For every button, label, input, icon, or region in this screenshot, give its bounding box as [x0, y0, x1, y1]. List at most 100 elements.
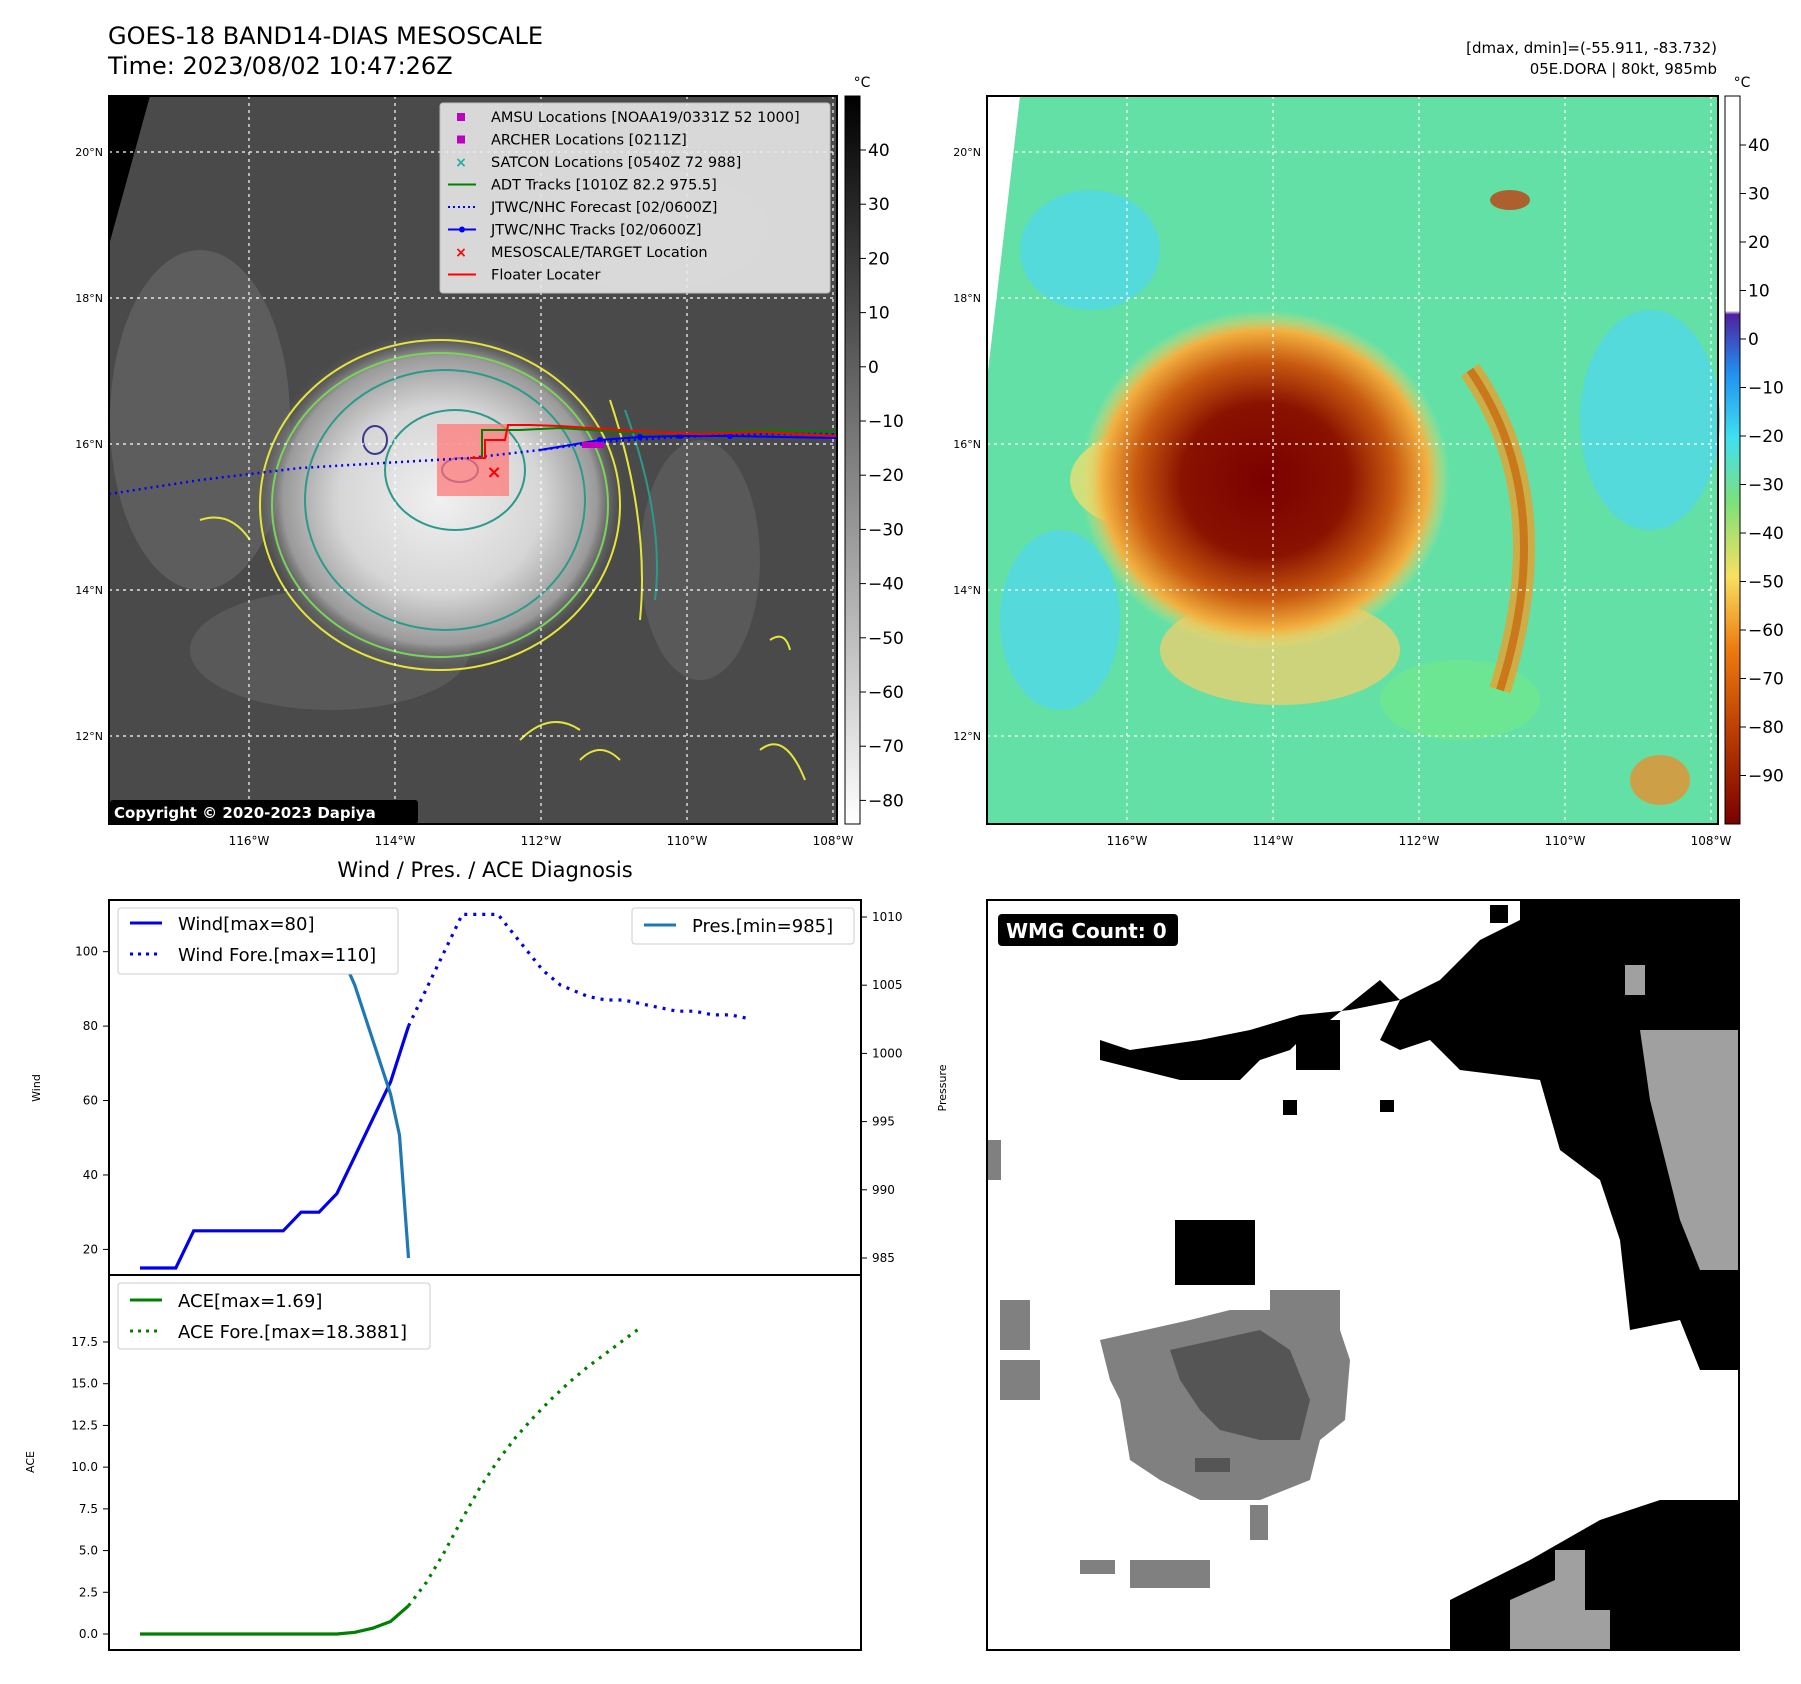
lat-label: 16°N — [953, 438, 981, 451]
copyright-text: Copyright © 2020-2023 Dapiya — [114, 804, 376, 822]
ace-tick-label: 0.0 — [79, 1627, 98, 1641]
ir-contours — [199, 339, 806, 781]
colorbar-tick-label: 10 — [868, 304, 890, 324]
colorbar-tick-label: −50 — [1748, 573, 1784, 593]
legend-item: Floater Locater — [448, 268, 600, 284]
lat-label: 14°N — [75, 584, 103, 597]
series-ace-line — [140, 1604, 410, 1636]
ace-tick-label: 17.5 — [71, 1335, 98, 1349]
series-wind-forecast-line — [407, 912, 749, 1027]
colorbar-tick-label: −20 — [868, 466, 904, 486]
pressure-tick-label: 1000 — [872, 1046, 903, 1060]
colorbar-tick-label: 40 — [1748, 136, 1770, 156]
colorbar-tick-label: 0 — [1748, 330, 1759, 350]
wind-pres-chart: 20 40 60 80 100 985 990 995 1000 1005 1010 Wind P… — [30, 899, 949, 1276]
lat-label: 18°N — [953, 292, 981, 305]
dmax-dmin-label: [dmax, dmin]=(-55.911, -83.732) — [1466, 39, 1717, 57]
colorbar-tick-label: −40 — [868, 575, 904, 595]
colorbar-tick-label: 30 — [1748, 185, 1770, 205]
ir-colorbar: °C 40 30 20 10 0 −10 −20 −30 −40 −50 −60 −70 −80 — [844, 75, 904, 825]
lon-label: 112°W — [1399, 834, 1440, 848]
wmg-dark-gray-regions — [1170, 1330, 1310, 1472]
wind-axis-label: Wind — [30, 1074, 43, 1102]
ace-tick-label: 2.5 — [79, 1585, 98, 1599]
wmg-light-gray-regions — [1510, 965, 1739, 1650]
dias-cdo — [1080, 310, 1450, 650]
legend-label: JTWC/NHC Forecast [02/0600Z] — [490, 200, 717, 216]
colorbar-tick-label: −90 — [1748, 767, 1784, 787]
ace-axis-label: ACE — [24, 1451, 37, 1473]
colorbar-tick-label: −20 — [1748, 427, 1784, 447]
colorbar-tick-label: −80 — [868, 791, 904, 811]
legend-label: MESOSCALE/TARGET Location — [491, 245, 708, 261]
figure-time: Time: 2023/08/02 10:47:26Z — [107, 52, 453, 80]
figure-title: GOES-18 BAND14-DIAS MESOSCALE — [108, 22, 543, 50]
legend-ace: ACE[max=1.69] — [178, 1291, 322, 1312]
ir-colorbar-unit: °C — [854, 75, 871, 91]
diagnosis-title: Wind / Pres. / ACE Diagnosis — [337, 858, 632, 882]
colorbar-tick-label: −10 — [868, 412, 904, 432]
legend-dot-marker — [459, 226, 465, 233]
ir-map-legend: AMSU Locations [NOAA19/0331Z 52 1000] ARC… — [439, 102, 831, 294]
lat-label: 20°N — [953, 146, 981, 159]
legend-label: AMSU Locations [NOAA19/0331Z 52 1000] — [491, 110, 800, 126]
dias-colorbar: °C 40 30 20 10 0 −10 −20 −30 −40 −50 −60 −70 −80 −90 — [1724, 75, 1784, 825]
legend-x-marker: × — [455, 245, 467, 261]
lat-label: 16°N — [75, 438, 103, 451]
ir-map-lat-labels: 20°N 18°N 16°N 14°N 12°N — [75, 146, 103, 743]
ir-map-frame — [108, 95, 838, 825]
lat-label: 18°N — [75, 292, 103, 305]
colorbar-tick-label: −10 — [1748, 379, 1784, 399]
lon-label: 114°W — [1253, 834, 1294, 848]
lon-label: 114°W — [375, 834, 416, 848]
legend-item: AMSU Locations [NOAA19/0331Z 52 1000] — [457, 110, 800, 126]
wmg-black-regions — [1100, 900, 1739, 1650]
wind-tick-label: 60 — [83, 1094, 98, 1108]
lon-label: 116°W — [1107, 834, 1148, 848]
wmg-frame — [986, 899, 1740, 1651]
lat-label: 20°N — [75, 146, 103, 159]
pressure-axis-ticks: 985 990 995 1000 1005 1010 — [861, 910, 903, 1265]
pressure-tick-label: 995 — [872, 1115, 895, 1129]
lat-label: 12°N — [75, 730, 103, 743]
ir-map-lon-labels: 116°W 114°W 112°W 110°W 108°W — [229, 834, 854, 848]
floater-locater-track — [470, 424, 838, 459]
pressure-legend: Pres.[min=985] — [631, 907, 855, 945]
colorbar-tick-label: 20 — [1748, 233, 1770, 253]
wind-tick-label: 40 — [83, 1168, 98, 1182]
ace-tick-label: 15.0 — [71, 1377, 98, 1391]
ace-tick-label: 10.0 — [71, 1460, 98, 1474]
ir-map-panel: × AMSU Locations [NOAA19/0331Z 52 1000]A… — [75, 95, 854, 848]
pressure-tick-label: 990 — [872, 1183, 895, 1197]
dias-colorbar-unit: °C — [1734, 75, 1751, 91]
legend-item: ARCHER Locations [0211Z] — [457, 133, 687, 149]
dias-map-panel: 20°N 18°N 16°N 14°N 12°N 116°W 114°W 112°W 110°… — [953, 95, 1732, 848]
legend-item: JTWC/NHC Tracks [02/0600Z] — [448, 223, 702, 239]
lon-label: 116°W — [229, 834, 270, 848]
wmg-count-label: WMG Count: 0 — [1006, 919, 1167, 943]
wmg-count-box — [998, 914, 1178, 946]
wind-tick-label: 20 — [83, 1242, 98, 1256]
ir-cdo — [255, 330, 625, 670]
lon-label: 112°W — [521, 834, 562, 848]
colorbar-tick-label: 30 — [868, 195, 890, 215]
legend-item: × SATCON Locations [0540Z 72 988] — [455, 155, 741, 171]
legend-wind-fore: Wind Fore.[max=110] — [178, 945, 376, 966]
lon-label: 110°W — [667, 834, 708, 848]
colorbar-tick-label: 40 — [868, 141, 890, 161]
wind-legend: Wind[max=80] Wind Fore.[max=110] — [117, 907, 399, 975]
colorbar-tick-label: −30 — [1748, 476, 1784, 496]
storm-label: 05E.DORA | 80kt, 985mb — [1530, 60, 1717, 78]
legend-wind: Wind[max=80] — [178, 914, 315, 935]
lat-label: 12°N — [953, 730, 981, 743]
lon-label: 110°W — [1545, 834, 1586, 848]
wmg-panel: WMG Count: 0 — [986, 899, 1740, 1651]
lon-label: 108°W — [1691, 834, 1732, 848]
legend-label: ADT Tracks [1010Z 82.2 975.5] — [491, 178, 717, 194]
colorbar-tick-label: −50 — [868, 629, 904, 649]
legend-pres: Pres.[min=985] — [692, 916, 833, 937]
colorbar-tick-label: −60 — [1748, 621, 1784, 641]
series-wind-line — [140, 1025, 411, 1270]
lat-label: 14°N — [953, 584, 981, 597]
